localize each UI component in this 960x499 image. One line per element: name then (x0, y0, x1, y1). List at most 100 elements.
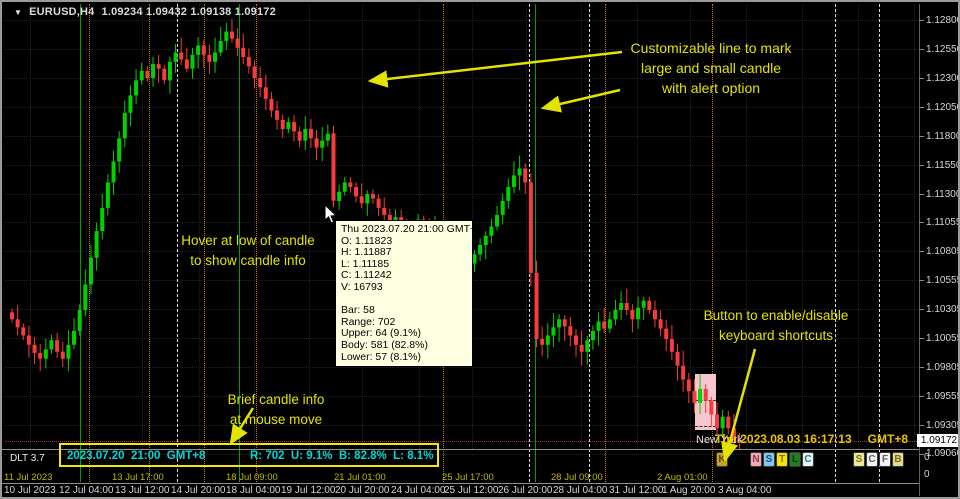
price-tick (919, 367, 924, 369)
indicator-date-mark: 18 Jul 09:00 (226, 472, 278, 483)
grid-vline (86, 4, 87, 449)
text-line: Thu 2023.07.20 21:00 GMT+8 (341, 223, 482, 235)
indicator-date-mark: 25 Jul 17:00 (442, 472, 494, 483)
clock-datetime: Thu 2023.08.03 16:17:13 (714, 432, 852, 446)
price-axis-label: 1.09805 (926, 361, 960, 373)
price-axis-label: 1.12300 (926, 72, 960, 84)
time-axis-label: 18 Jul 04:00 (226, 485, 281, 496)
shortcut-button-n[interactable]: N (750, 452, 762, 467)
text-line: Lower: 57 (8.1%) (341, 350, 421, 363)
price-axis-separator (919, 4, 920, 496)
price-axis-label: 1.11800 (926, 130, 960, 142)
price-axis-label: 1.11550 (926, 159, 960, 171)
annotation-brief-info: Brief candle info at mouse move (205, 390, 347, 430)
shortcut-button-k[interactable]: K (716, 452, 728, 467)
indicator-date-mark: 13 Jul 17:00 (112, 472, 164, 483)
price-axis-label: 1.09305 (926, 419, 960, 431)
text-line: Range: 702 (341, 315, 396, 328)
grid-vline (142, 4, 143, 449)
text-line: C: 1.11242 (341, 269, 392, 282)
price-axis-label: 1.12050 (926, 101, 960, 113)
small-candle-marker-line[interactable] (89, 4, 90, 482)
price-tick (919, 309, 924, 311)
text-line: at mouse move (229, 412, 323, 427)
period-marker-line[interactable] (589, 4, 590, 482)
time-axis-label: 14 Jul 20:00 (171, 485, 226, 496)
price-tick (919, 194, 924, 195)
time-axis-label: 3 Aug 04:00 (718, 485, 772, 496)
grid-hline (5, 107, 917, 108)
shortcut-button-s[interactable]: S (853, 452, 865, 467)
time-axis-label: 20 Jul 20:00 (335, 485, 390, 496)
current-price-tag: 1.09172 (917, 434, 958, 447)
text-line: Upper: 64 (9.1%) (341, 327, 421, 340)
time-axis-label: 25 Jul 12:00 (444, 485, 499, 496)
large-candle-marker-line[interactable] (535, 4, 536, 482)
shortcut-button-t[interactable]: T (776, 452, 788, 467)
price-axis-label: 1.10805 (926, 245, 960, 257)
clock-timezone: GMT+8 (867, 432, 908, 446)
price-axis-label: 1.09555 (926, 390, 960, 402)
shortcut-button-c[interactable]: C (866, 452, 878, 467)
zone-dashed-level (695, 426, 716, 427)
shortcut-button-f[interactable]: F (879, 452, 891, 467)
grid-vline (526, 4, 527, 449)
mouse-cursor-icon (324, 205, 338, 224)
period-marker-line[interactable] (879, 4, 880, 482)
grid-vline (254, 4, 255, 449)
large-candle-marker-line[interactable] (239, 4, 240, 482)
small-candle-marker-line[interactable] (204, 4, 205, 482)
candle-info-tooltip: Thu 2023.07.20 21:00 GMT+8 O: 1.11823 H: 1… (335, 220, 482, 368)
time-axis-label: 26 Jul 20:00 (498, 485, 553, 496)
time-axis-label: 19 Jul 12:00 (281, 485, 336, 496)
text-line: Button to enable/disable (703, 308, 849, 323)
period-marker-line[interactable] (177, 4, 178, 482)
brief-info-time: 2023.07.20 21:00 GMT+8 (67, 450, 206, 462)
shortcut-button-s[interactable]: S (763, 452, 775, 467)
price-tick (919, 165, 924, 166)
text-line: large and small candle (640, 60, 782, 76)
time-axis-label: 13 Jul 12:00 (115, 485, 170, 496)
market-clock: Thu 2023.08.03 16:17:13 GMT+8 (715, 432, 908, 446)
small-candle-marker-line[interactable] (149, 4, 150, 482)
text-line: V: 16793 (341, 280, 383, 293)
brief-candle-info-box (59, 443, 439, 467)
period-marker-line[interactable] (835, 4, 836, 482)
price-axis-label: 1.10055 (926, 332, 960, 344)
shortcut-button-l[interactable]: L (789, 452, 801, 467)
grid-hline (5, 367, 917, 369)
annotation-hover-info: Hover at low of candle to show candle inf… (164, 231, 332, 271)
price-axis-label: 1.12800 (926, 14, 960, 26)
small-candle-marker-line[interactable] (256, 4, 257, 482)
grid-vline (690, 4, 691, 449)
indicator-date-mark: 21 Jul 01:00 (334, 472, 386, 483)
text-line: Body: 581 (82.8%) (341, 338, 428, 351)
time-axis-label: 12 Jul 04:00 (59, 485, 114, 496)
text-line: with alert option (661, 80, 761, 96)
indicator-date-mark: 28 Jul 09:00 (551, 472, 603, 483)
time-axis-label: 24 Jul 04:00 (391, 485, 446, 496)
text-line: keyboard shortcuts (718, 328, 834, 343)
grid-hline (5, 20, 917, 21)
price-tick (919, 20, 924, 21)
text-line: L: 1.11185 (341, 257, 390, 270)
current-price-line (5, 440, 917, 442)
shortcut-button-b[interactable]: B (892, 452, 904, 467)
price-tick (919, 280, 924, 282)
subwindow-separator-top (2, 449, 919, 450)
subwindow-separator-bottom (2, 483, 919, 484)
price-tick (919, 78, 924, 79)
price-tick (919, 107, 924, 108)
price-tick (919, 453, 924, 455)
time-axis-label: 31 Jul 12:00 (609, 485, 664, 496)
grid-hline (5, 136, 917, 137)
shortcut-button-c[interactable]: C (802, 452, 814, 467)
grid-vline (914, 4, 915, 449)
time-axis-label: 10 Jul 2023 (4, 485, 56, 496)
small-candle-marker-line[interactable] (712, 4, 713, 482)
large-candle-marker-line[interactable] (80, 4, 81, 482)
grid-vline (581, 4, 582, 449)
expander-triangle-icon[interactable]: ▼ (14, 7, 23, 17)
text-line: H: 1.11887 (341, 246, 392, 259)
small-candle-marker-line[interactable] (605, 4, 606, 482)
